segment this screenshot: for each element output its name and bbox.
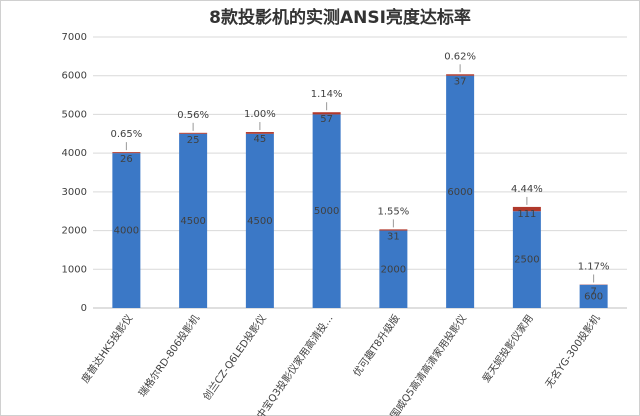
annotation: 0.56% [177, 110, 209, 121]
bar-segment [379, 229, 408, 231]
y-tick-label: 5000 [62, 109, 87, 120]
value-label: 45 [254, 134, 267, 145]
y-tick-label: 2000 [62, 226, 87, 237]
bar-segment [112, 152, 141, 154]
annotation: 0.65% [110, 129, 142, 140]
bar-segment [179, 132, 208, 134]
bar-segment [245, 132, 274, 134]
value-label: 7 [590, 287, 596, 298]
value-label: 4000 [114, 226, 139, 237]
bar-segment [512, 206, 541, 212]
bar-segment [112, 153, 141, 308]
bar-segment [446, 75, 475, 308]
bar-segment [312, 114, 341, 308]
value-label: 2000 [381, 264, 406, 275]
value-label: 600 [584, 291, 603, 302]
y-tick-label: 7000 [62, 32, 87, 43]
value-label: 37 [454, 76, 467, 87]
value-label: 31 [387, 231, 400, 242]
value-label: 111 [517, 209, 536, 220]
value-label: 2500 [514, 255, 539, 266]
annotation: 1.00% [244, 109, 276, 120]
bar-segment [446, 74, 475, 76]
annotation: 4.44% [511, 184, 543, 195]
value-label: 57 [320, 114, 333, 125]
bar-segment [179, 133, 208, 308]
bar-segment [579, 284, 608, 308]
annotation: 0.62% [444, 51, 476, 62]
annotation: 1.17% [578, 262, 610, 273]
value-label: 4500 [247, 216, 272, 227]
value-label: 25 [187, 135, 200, 146]
chart-title: 8款投影机的实测ANSI亮度达标率 [209, 7, 471, 28]
bar-segment [379, 230, 408, 308]
value-label: 4500 [180, 216, 205, 227]
y-tick-label: 1000 [62, 264, 87, 275]
y-tick-label: 3000 [62, 187, 87, 198]
y-tick-label: 6000 [62, 71, 87, 82]
bar-segment [245, 133, 274, 308]
annotation: 1.14% [311, 89, 343, 100]
y-tick-label: 0 [81, 303, 87, 314]
value-label: 5000 [314, 206, 339, 217]
y-tick-label: 4000 [62, 148, 87, 159]
bar-segment [312, 112, 341, 115]
value-label: 26 [120, 154, 133, 165]
annotation: 1.55% [377, 206, 409, 217]
value-label: 6000 [447, 187, 472, 198]
bar-segment [512, 211, 541, 308]
